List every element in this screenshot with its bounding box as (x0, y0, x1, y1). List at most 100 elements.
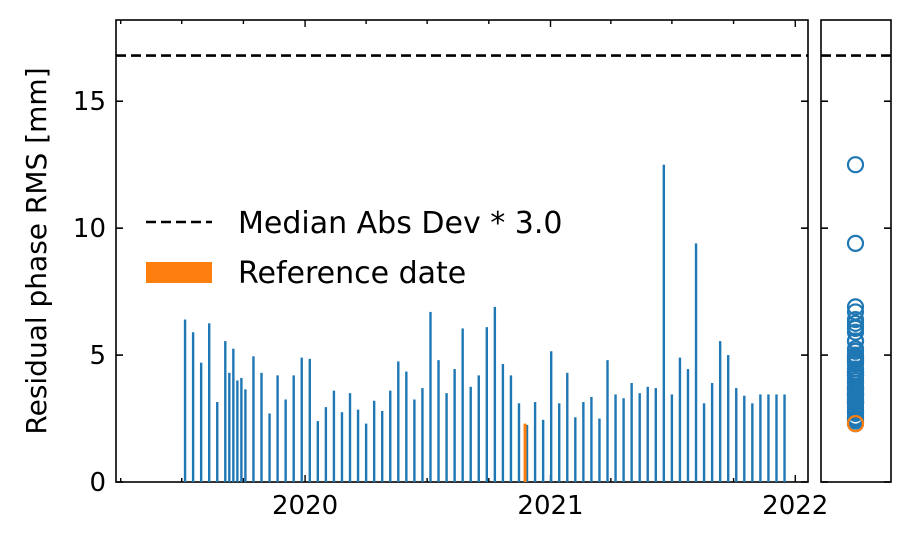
bar (558, 403, 561, 482)
bar (718, 341, 722, 482)
y-tick-label: 0 (89, 468, 106, 498)
bar (638, 393, 641, 482)
side-y-axis-ticks (821, 100, 891, 483)
bar (405, 371, 408, 482)
bar (582, 402, 585, 482)
y-tick-label: 15 (73, 87, 106, 117)
bar (477, 375, 480, 482)
bar (735, 388, 738, 482)
bar (300, 357, 303, 482)
bar (574, 417, 577, 482)
bar (364, 423, 368, 482)
bar (751, 403, 754, 482)
bar (232, 348, 235, 482)
bar (606, 360, 609, 482)
bar (308, 358, 311, 482)
bar (356, 409, 360, 482)
bar (183, 319, 187, 482)
bar (228, 372, 231, 482)
bar (598, 418, 601, 482)
bar (372, 400, 376, 482)
bar (252, 356, 255, 482)
bar (662, 164, 666, 482)
bar (208, 323, 211, 482)
bar (614, 394, 617, 482)
bar (727, 355, 730, 482)
bar (767, 394, 770, 482)
y-axis-label: Residual phase RMS [mm] (20, 67, 53, 434)
bar (461, 328, 464, 482)
bar (348, 393, 352, 482)
bar (199, 362, 203, 482)
side-scatter-series (846, 156, 865, 433)
bar (469, 386, 472, 482)
bar (678, 357, 682, 482)
bar (236, 380, 239, 482)
bar (324, 407, 328, 482)
x-tick-label: 2022 (762, 491, 828, 521)
bar (191, 332, 195, 482)
bar (453, 369, 456, 482)
bar (775, 394, 778, 482)
bar (437, 360, 440, 482)
bar (622, 398, 625, 482)
bar (316, 421, 320, 482)
bar (566, 372, 569, 482)
bar (244, 389, 247, 482)
bar (397, 361, 400, 482)
bar (216, 402, 219, 482)
bar (590, 396, 593, 482)
bar (646, 386, 649, 482)
side-point (846, 156, 865, 174)
bar (413, 399, 416, 482)
x-axis-ticks: 2020 2021 2022 (119, 20, 828, 521)
bar (292, 375, 295, 482)
bar (340, 412, 344, 482)
bar (694, 243, 698, 482)
bar (517, 403, 521, 482)
bar (429, 311, 432, 482)
y-tick-label: 10 (73, 214, 106, 244)
bar (525, 424, 529, 482)
bar (381, 410, 384, 482)
side-point (846, 323, 865, 341)
y-tick-label: 5 (89, 341, 106, 371)
bar (670, 394, 674, 482)
legend: Median Abs Dev * 3.0 Reference date (146, 206, 562, 291)
bar (541, 419, 545, 482)
bar (549, 351, 553, 482)
bar (501, 363, 505, 482)
bar (268, 413, 271, 482)
bar (260, 372, 263, 482)
side-point (846, 234, 865, 252)
side-reference-point (846, 415, 865, 433)
bar (421, 388, 424, 482)
bar (224, 341, 227, 482)
bar (493, 306, 497, 482)
bar (783, 394, 786, 482)
reference-bar (523, 423, 527, 482)
bar (710, 383, 714, 482)
bar (332, 390, 336, 482)
bar (654, 388, 657, 482)
bar (485, 327, 489, 482)
bar (389, 390, 392, 482)
bar (240, 377, 243, 482)
bar (509, 375, 513, 482)
y-axis-ticks: 0 5 10 15 (73, 87, 808, 498)
bar (702, 403, 706, 482)
legend-threshold-label: Median Abs Dev * 3.0 (238, 206, 562, 241)
bar (276, 375, 279, 482)
bar (630, 383, 633, 482)
legend-reference-swatch (146, 262, 212, 283)
bar (284, 399, 287, 482)
bar (445, 393, 448, 482)
bar-series (183, 164, 786, 482)
bar (759, 394, 762, 482)
x-tick-label: 2020 (272, 491, 338, 521)
legend-reference-label: Reference date (238, 256, 466, 291)
bar (686, 369, 690, 482)
bar (743, 395, 746, 482)
x-tick-label: 2021 (517, 491, 583, 521)
